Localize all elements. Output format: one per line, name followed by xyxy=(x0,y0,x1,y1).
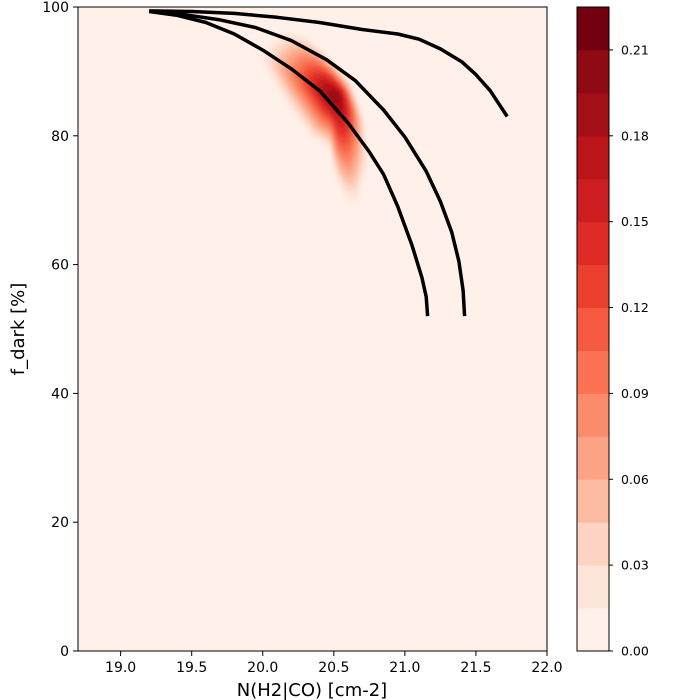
colorbar-band xyxy=(577,350,609,394)
colorbar-band xyxy=(577,307,609,351)
x-tick-label: 19.5 xyxy=(176,660,207,676)
colorbar-band xyxy=(577,522,609,566)
x-tick-label: 22.0 xyxy=(531,660,562,676)
colorbar-tick-label: 0.06 xyxy=(621,472,649,487)
x-tick-label: 21.5 xyxy=(460,660,491,676)
colorbar-tick-label: 0.12 xyxy=(621,300,649,315)
colorbar-band xyxy=(577,135,609,180)
colorbar-tick-label: 0.21 xyxy=(621,42,649,57)
y-tick-label: 80 xyxy=(51,129,69,145)
x-tick-label: 19.0 xyxy=(105,660,136,676)
y-tick-label: 20 xyxy=(51,515,69,531)
colorbar-band xyxy=(577,565,609,609)
colorbar-band xyxy=(577,178,609,223)
colorbar-band xyxy=(577,49,609,94)
y-tick-label: 100 xyxy=(42,0,69,16)
colorbar-band xyxy=(577,264,609,309)
model-curve xyxy=(149,9,509,118)
density-contours xyxy=(262,32,366,207)
y-tick-label: 0 xyxy=(60,644,69,660)
colorbar-tick-label: 0.00 xyxy=(621,644,649,659)
colorbar-band xyxy=(577,608,609,652)
x-tick-label: 21.0 xyxy=(389,660,420,676)
colorbar-ticks: 0.00 0.03 0.06 0.09 0.12 0.15 0.18 0.21 xyxy=(609,42,649,659)
model-curve xyxy=(148,9,430,317)
model-curves xyxy=(148,9,509,317)
colorbar-band xyxy=(577,7,609,51)
x-tick-label: 20.0 xyxy=(247,660,278,676)
colorbar-tick-label: 0.18 xyxy=(621,128,649,143)
colorbar-tick-label: 0.09 xyxy=(621,386,649,401)
y-axis-label: f_dark [%] xyxy=(8,283,29,376)
density-contour-level xyxy=(328,90,340,109)
colorbar xyxy=(577,7,609,652)
density-contour-level xyxy=(333,94,338,103)
colorbar-band xyxy=(577,221,609,266)
y-axis: 0 20 40 60 80 100 xyxy=(42,0,78,660)
colorbar-tick-label: 0.03 xyxy=(621,558,649,573)
model-curve xyxy=(156,9,467,317)
colorbar-band xyxy=(577,479,609,523)
colorbar-tick-label: 0.15 xyxy=(621,214,649,229)
colorbar-band xyxy=(577,436,609,480)
y-tick-label: 40 xyxy=(51,386,69,402)
colorbar-band xyxy=(577,92,609,137)
x-axis-label: N(H2|CO) [cm-2] xyxy=(237,680,387,700)
y-tick-label: 60 xyxy=(51,258,69,274)
colorbar-frame xyxy=(576,6,610,652)
colorbar-band xyxy=(577,393,609,437)
x-axis: 19.0 19.5 20.0 20.5 21.0 21.5 22.0 xyxy=(105,651,563,676)
x-tick-label: 20.5 xyxy=(318,660,349,676)
plot-frame xyxy=(77,6,548,652)
